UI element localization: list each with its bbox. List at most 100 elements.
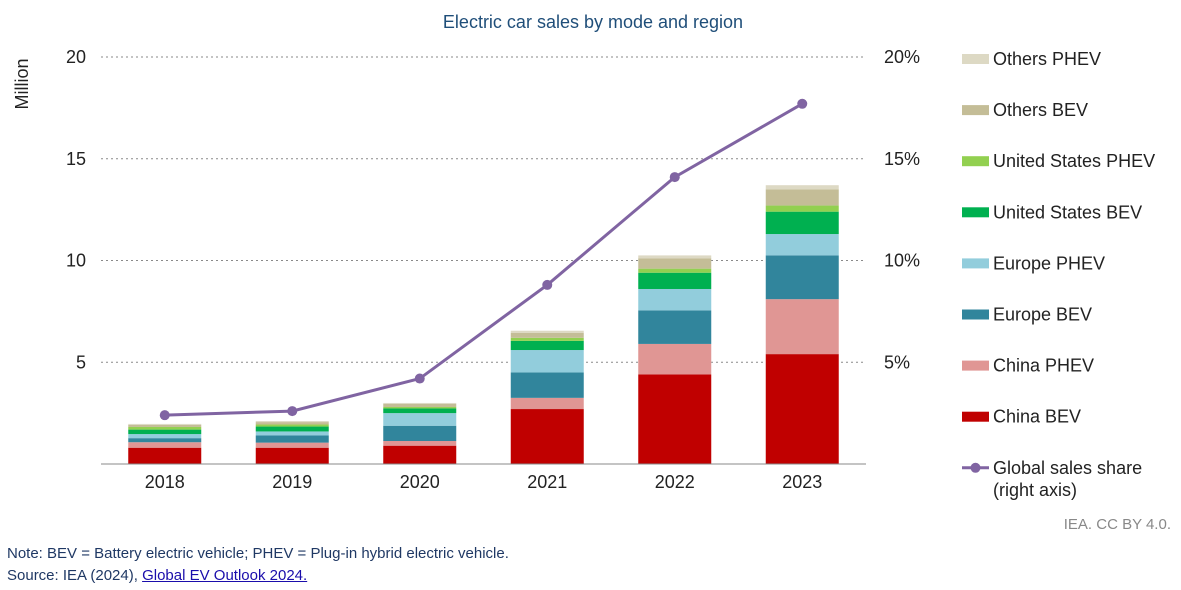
bar-segment [638,255,712,259]
bar-segment [510,332,584,338]
share-point [669,172,680,183]
y2-tick-label: 15% [884,149,920,169]
source-link[interactable]: Global EV Outlook 2024. [142,567,308,584]
legend-label: China BEV [993,407,1081,427]
y-tick-label: 15 [66,149,86,169]
bar-segment [765,234,839,256]
legend-label: Global sales share [993,458,1142,478]
legend-swatch [962,54,989,64]
source-prefix: Source: IEA (2024), [7,567,143,584]
legend-line-marker [970,462,981,473]
share-line [159,98,808,421]
legend-label: (right axis) [993,480,1077,500]
y2-tick-label: 20% [884,47,920,67]
bar-segment [128,442,202,448]
gridlines [101,56,866,363]
note-text: Note: BEV = Battery electric vehicle; PH… [7,545,509,562]
bar-segment [128,424,202,427]
bar-segment [383,425,457,442]
bar-segment [128,438,202,443]
bar-segment [765,189,839,206]
bar-segment [510,337,584,341]
bar-segment [383,408,457,414]
y-axis-label: Million [12,58,32,109]
bar-segment [765,211,839,235]
share-point [414,373,425,384]
bar-segment [510,397,584,410]
bar-segment [255,431,329,436]
bar-segment [765,299,839,355]
y2-tick-label: 5% [884,352,910,372]
y-axis-ticks: 5 10 15 20 [66,47,86,372]
legend-swatch [962,309,989,320]
share-point [287,406,298,417]
share-point [797,98,808,109]
bar-segment [383,441,457,446]
legend-label: United States BEV [993,202,1142,222]
bar-segment [255,447,329,464]
legend-label: Europe BEV [993,305,1092,325]
bar-segment [638,374,712,464]
credit: IEA. CC BY 4.0. [1063,516,1171,533]
legend-swatch [962,360,989,371]
bar-segment [383,445,457,464]
bar-segment [510,372,584,398]
bar-segment [510,330,584,333]
x-axis-ticks: 2018 2019 2020 2021 2022 2023 [145,472,823,492]
x-tick-label: 2020 [400,472,440,492]
bar-segment [255,422,329,425]
bar-segment [255,424,329,427]
legend-swatch [962,156,989,167]
chart-title: Electric car sales by mode and region [443,12,743,32]
x-tick-label: 2019 [272,472,312,492]
bar-segment [510,409,584,464]
bar-segment [383,403,457,408]
x-tick-label: 2021 [527,472,567,492]
y-tick-label: 5 [76,352,86,372]
bar-segment [255,421,329,423]
bar-segment [638,272,712,289]
share-line-path [164,102,803,417]
x-tick-label: 2023 [782,472,822,492]
bar-segment [128,429,202,435]
bar-segment [765,255,839,300]
bar-segment [638,288,712,311]
share-point [542,279,553,290]
x-tick-label: 2022 [655,472,695,492]
bar-segment [128,447,202,464]
bar-segment [128,434,202,439]
bar-segment [255,435,329,443]
y-tick-label: 20 [66,47,86,67]
bar-segment [510,340,584,351]
bar-segment [638,268,712,273]
legend-swatch [962,411,989,422]
legend-swatch [962,105,989,116]
y2-tick-label: 10% [884,251,920,271]
bar-segment [638,310,712,344]
legend-label: Others PHEV [993,49,1101,69]
bar-segment [765,205,839,212]
x-tick-label: 2018 [145,472,185,492]
bar-segment [765,185,839,190]
legend-label: China PHEV [993,356,1094,376]
bar-segment [638,258,712,269]
y-tick-label: 10 [66,251,86,271]
legend-swatch [962,258,989,269]
bar-segment [255,426,329,432]
legend-label: Europe PHEV [993,253,1105,273]
bar-segment [128,426,202,430]
legend: Others PHEV Others BEV United States PHEV U… [962,49,1155,500]
y2-axis-ticks: 5% 10% 15% 20% [884,47,920,372]
bar-segment [128,423,202,425]
bar-segment [255,442,329,448]
bar-segment [765,354,839,464]
bar-segment [510,350,584,373]
bar-segment [383,407,457,409]
legend-label: Others BEV [993,100,1088,120]
bar-segment [383,402,457,404]
legend-label: United States PHEV [993,151,1155,171]
share-point [159,410,170,421]
source-line: Source: IEA (2024), Global EV Outlook 20… [7,567,307,584]
legend-swatch [962,207,989,218]
